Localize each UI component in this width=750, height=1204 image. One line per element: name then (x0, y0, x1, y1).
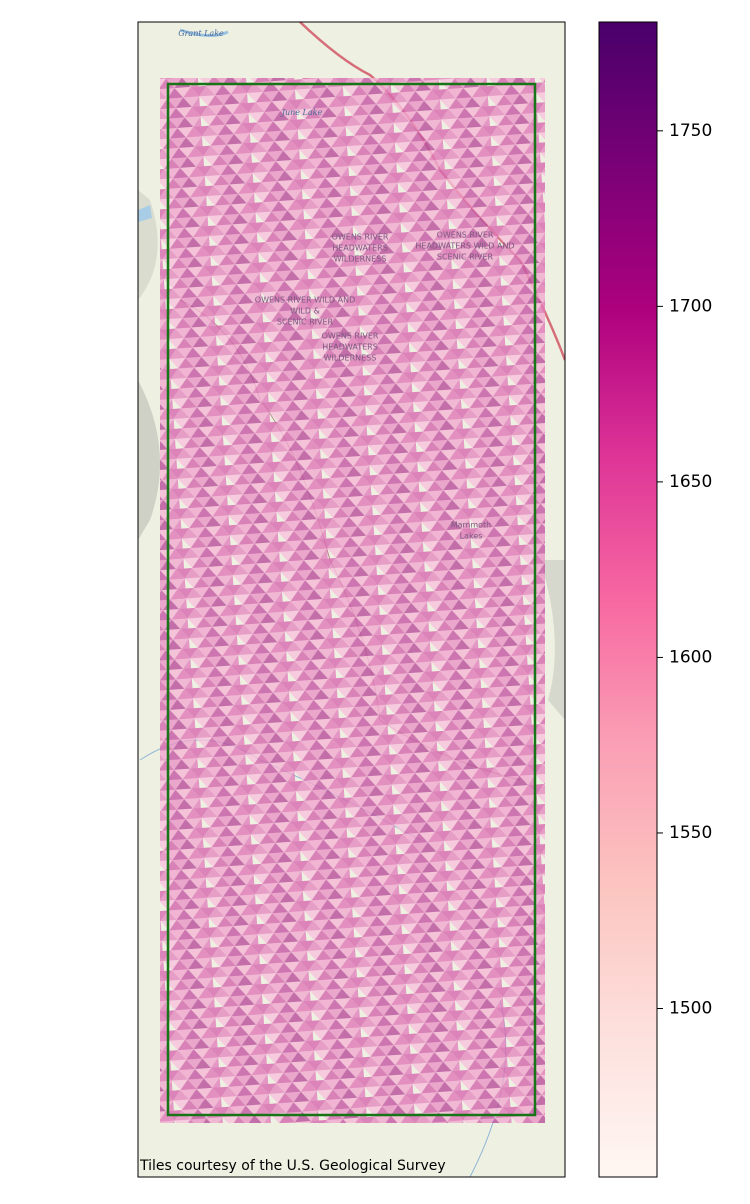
map-labels: Grant Lake June Lake OWENS RIVER HEADWATERS… (178, 29, 514, 541)
map-label: SCENIC RIVER (437, 253, 494, 262)
study-boundary (166, 82, 537, 1117)
colorbar-tick-label: 1500 (669, 998, 712, 1018)
map-label: WILDERNESS (324, 354, 377, 363)
map-label: OWENS RIVER (437, 231, 494, 240)
map-label: SCENIC RIVER (277, 318, 334, 327)
map-label: WILDERNESS (334, 255, 387, 264)
colorbar-tick-label: 1650 (669, 472, 712, 492)
value-mesh (160, 78, 545, 1123)
colorbar-tick-label: 1750 (669, 121, 712, 141)
colorbar (598, 21, 658, 1178)
map-label: June Lake (280, 108, 323, 117)
map-label: HEADWATERS (322, 343, 378, 352)
map-label: Grant Lake (178, 29, 224, 38)
map-frame (137, 21, 566, 1178)
map-label: Lakes (460, 532, 483, 541)
map-label: WILD & (290, 307, 320, 316)
map-label: OWENS RIVER (332, 233, 389, 242)
colorbar-ticks: 1500 1550 1600 1650 1700 1750 (657, 121, 712, 1018)
map-label: OWENS RIVER (322, 332, 379, 341)
colorbar-tick-label: 1550 (669, 823, 712, 843)
map-label: Mammoth (451, 521, 492, 530)
map-label: HEADWATERS (332, 244, 388, 253)
colorbar-tick-label: 1700 (669, 296, 712, 316)
map-label: OWENS RIVER WILD AND (255, 296, 355, 305)
attribution: Tiles courtesy of the U.S. Geological Su… (139, 1158, 446, 1174)
colorbar-tick-label: 1600 (669, 647, 712, 667)
map-label: HEADWATERS WILD AND (415, 242, 514, 251)
